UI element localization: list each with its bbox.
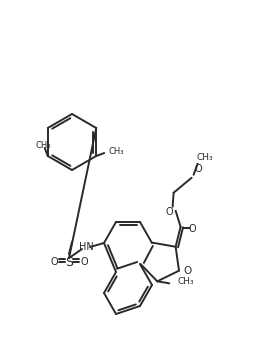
Text: CH₃: CH₃ xyxy=(35,142,50,151)
Text: O: O xyxy=(189,224,196,234)
Text: HN: HN xyxy=(79,242,93,252)
Text: O: O xyxy=(183,266,191,276)
Text: O: O xyxy=(166,207,173,217)
Text: CH₃: CH₃ xyxy=(196,153,213,162)
Text: CH₃: CH₃ xyxy=(177,277,194,286)
Text: O: O xyxy=(80,257,88,267)
Text: O: O xyxy=(195,164,202,174)
Text: O: O xyxy=(50,257,58,267)
Text: CH₃: CH₃ xyxy=(108,147,124,156)
Text: S: S xyxy=(65,256,73,269)
